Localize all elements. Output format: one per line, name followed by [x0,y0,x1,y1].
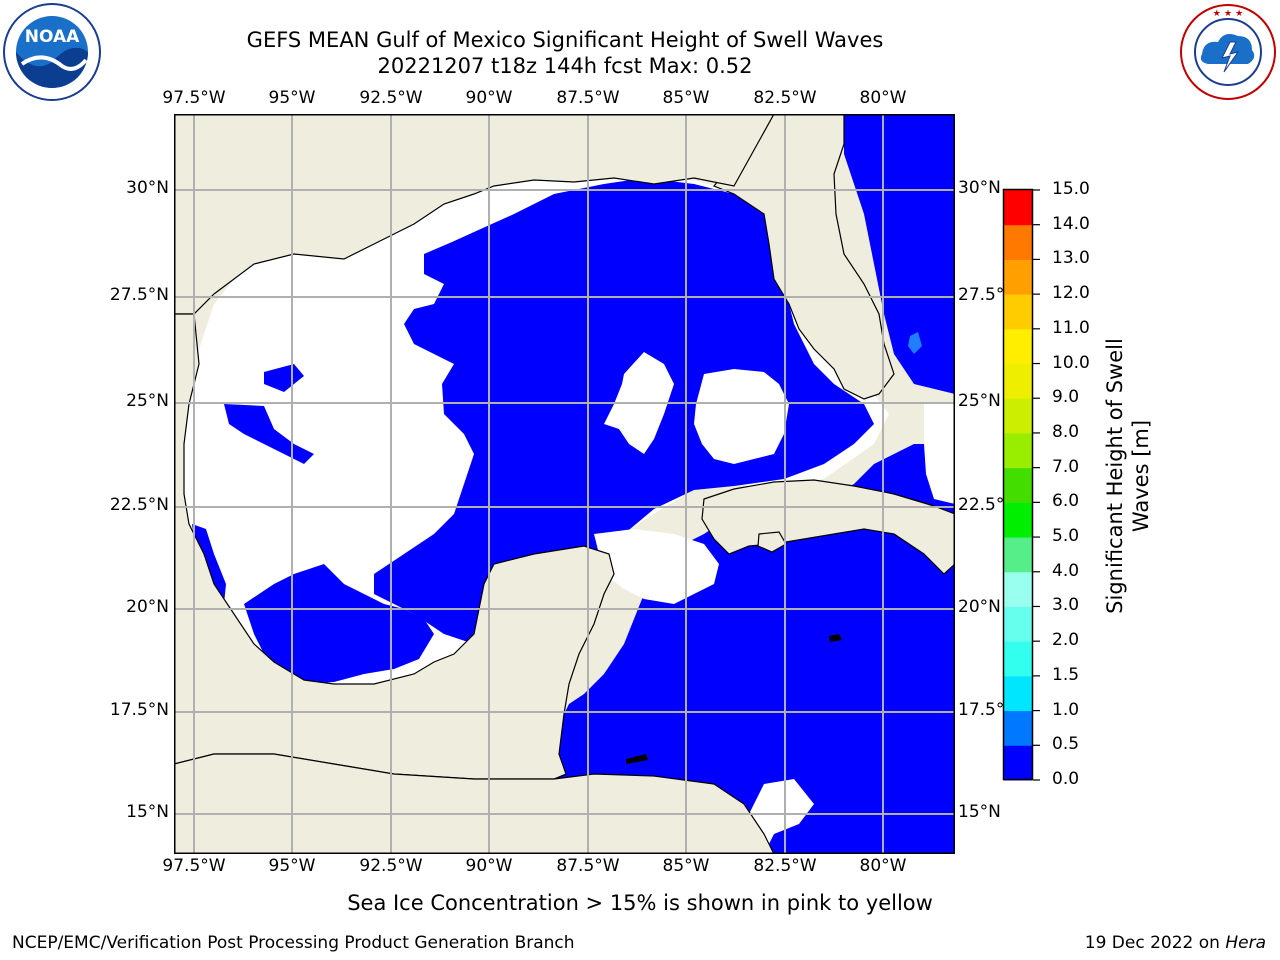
colorbar-tick-label: 5.0 [1052,526,1080,547]
longitude-label: 92.5°W [359,88,423,108]
latitude-label: 30°N [958,178,1001,198]
longitude-label: 82.5°W [753,856,817,876]
longitude-label: 80°W [859,856,907,876]
caribbean-atlantic-water [554,114,955,854]
colorbar-tick-label: 11.0 [1052,317,1090,338]
latitude-label: 22.5°N [958,495,1018,515]
noaa-logo: NOAA [3,3,101,101]
longitude-label: 85°W [662,856,710,876]
longitude-label: 95°W [268,856,316,876]
colorbar-segment [1004,467,1032,503]
longitude-label: 92.5°W [359,856,423,876]
map-frame [174,114,955,854]
colorbar-tick-label: 6.0 [1052,491,1080,512]
longitude-label: 97.5°W [162,856,226,876]
colorbar-label-container: Significant Height of Swell Waves [m] [1098,330,1158,630]
longitude-label: 87.5°W [556,856,620,876]
footer-host: Hera [1225,933,1266,953]
cayman-islands [829,634,842,642]
colorbar-segment [1004,537,1032,573]
footer-date: 19 Dec 2022 on Hera [1085,933,1266,953]
footer-date-text: 19 Dec 2022 on [1084,933,1226,953]
longitude-label: 90°W [465,88,513,108]
latitude-label: 25°N [958,391,1001,411]
latitude-label: 22.5°N [109,495,169,515]
longitude-label: 95°W [268,88,316,108]
colorbar-tick-label: 4.0 [1052,560,1080,581]
colorbar-tick-label: 3.0 [1052,595,1080,616]
latitude-label: 17.5°N [958,700,1018,720]
nws-logo: ★ ★ ★ [1180,4,1276,100]
chart-title: GEFS MEAN Gulf of Mexico Significant Hei… [246,28,884,52]
colorbar-segment [1004,259,1032,295]
colorbar-frame [1002,188,1034,781]
colorbar-tick-label: 7.0 [1052,456,1080,477]
latitude-label: 20°N [126,597,169,617]
map-panel [174,114,955,854]
swell-patch-west-mid [264,364,304,392]
colorbar-tick-label: 15.0 [1052,179,1090,199]
colorbar-tick-label: 12.0 [1052,283,1090,304]
colorbar-tick-label: 13.0 [1052,248,1090,269]
colorbar-segment [1004,606,1032,642]
colorbar-tick-label: 10.0 [1052,352,1090,373]
colorbar-segment [1004,398,1032,434]
colorbar-segment [1004,502,1032,538]
swan-islands [626,754,648,764]
colorbar [1002,188,1040,781]
no-data-hole-east [694,369,789,464]
colorbar-segment [1004,432,1032,469]
no-data-hole-florida-keys [924,404,955,504]
colorbar-tick-label: 1.5 [1052,664,1080,685]
colorbar-label-line1: Significant Height of Swell [1103,338,1127,614]
colorbar-tick-label: 0.0 [1052,769,1080,789]
colorbar-tick-label: 1.0 [1052,699,1080,720]
longitude-label: 87.5°W [556,88,620,108]
longitude-label: 82.5°W [753,88,817,108]
latitude-label: 15°N [958,802,1001,822]
colorbar-segment [1004,571,1032,607]
colorbar-segment [1004,328,1032,365]
colorbar-tick-label: 2.0 [1052,630,1080,651]
central-america-land [174,753,775,854]
latitude-label: 27.5°N [958,285,1018,305]
no-data-hole-yucatan [594,529,719,604]
isle-of-youth [757,531,787,553]
us-gulf-coast [174,114,775,315]
colorbar-segment [1004,710,1032,746]
longitude-label: 85°W [662,88,710,108]
latitude-label: 17.5°N [109,700,169,720]
graticule [174,114,955,854]
colorbar-tick-label: 14.0 [1052,213,1090,234]
colorbar-tick-label: 8.0 [1052,421,1080,442]
colorbar-segment [1004,190,1032,226]
chart-subtitle: 20221207 t18z 144h fcst Max: 0.52 [377,54,753,78]
colorbar-segment [1004,675,1032,712]
latitude-label: 27.5°N [109,285,169,305]
longitude-label: 97.5°W [162,88,226,108]
colorbar-segment [1004,294,1032,330]
sea-ice-note: Sea Ice Concentration > 15% is shown in … [347,891,933,915]
longitude-label: 80°W [859,88,907,108]
cuba-island [701,479,955,575]
florida-peninsula [713,114,895,400]
colorbar-label: Significant Height of Swell Waves [m] [1102,326,1154,626]
colorbar-tick-label: 9.0 [1052,387,1080,408]
swell-patch-bahamas [908,332,922,354]
colorbar-label-line2: Waves [m] [1129,419,1153,533]
swell-patch-mexico-coast [192,524,226,604]
colorbar-segment [1004,363,1032,399]
latitude-label: 15°N [126,802,169,822]
latitude-label: 20°N [958,597,1001,617]
footer-credit: NCEP/EMC/Verification Post Processing Pr… [12,933,575,953]
colorbar-segment [1004,745,1032,781]
colorbar-segment [1004,641,1032,677]
colorbar-segment [1004,224,1032,260]
colorbar-tick-label: 0.5 [1052,734,1080,755]
svg-text:NOAA: NOAA [25,27,80,47]
longitude-label: 90°W [465,856,513,876]
latitude-label: 25°N [126,391,169,411]
latitude-label: 30°N [126,178,169,198]
svg-text:★ ★ ★: ★ ★ ★ [1213,9,1243,19]
